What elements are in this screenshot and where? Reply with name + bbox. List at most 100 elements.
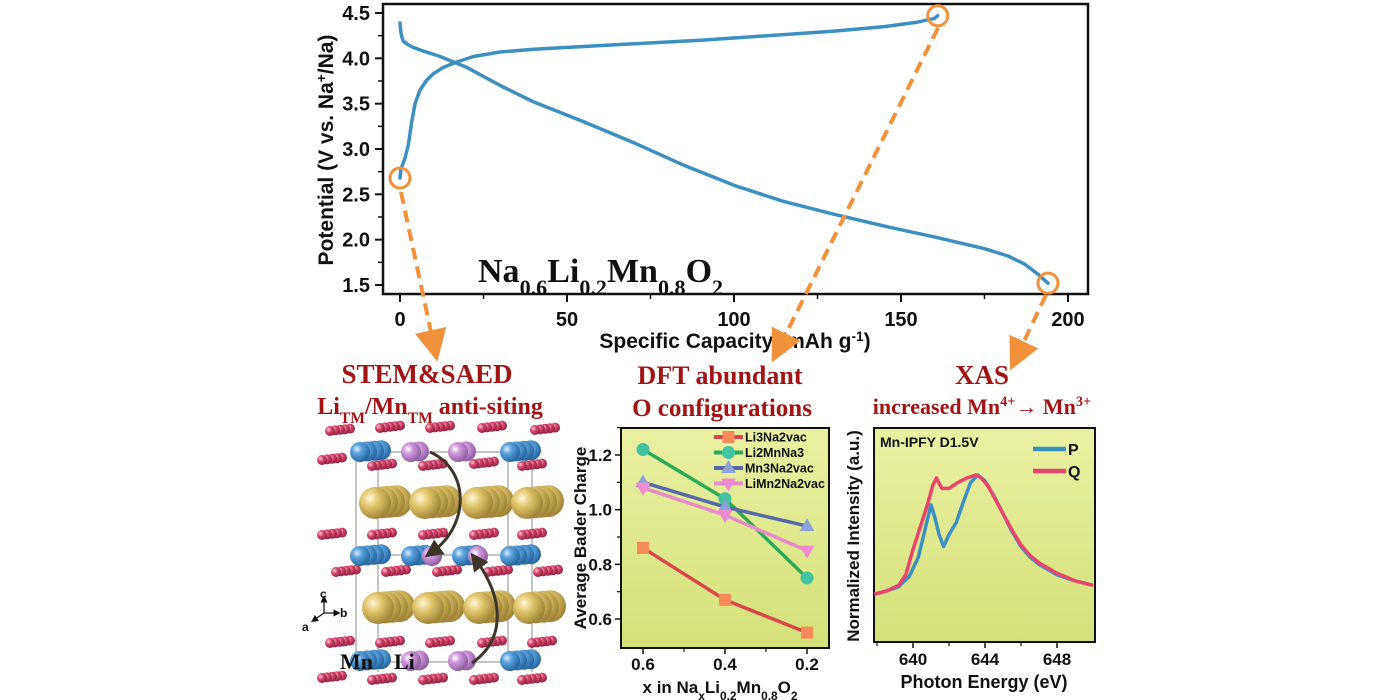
x-tick-label: 0.2 xyxy=(795,655,819,674)
voltage-profile-plot: 1.5 2.0 2.5 3.0 3.5 4.0 4.5 0 50 100 150 200 Na0.6… xyxy=(314,2,1090,354)
oxygen-atom xyxy=(533,567,543,577)
li-atom xyxy=(401,442,421,462)
legend-marker-Li3Na2vac xyxy=(722,431,735,443)
dft-title-line2: O configurations xyxy=(632,395,812,422)
formula-subscript: 0.6 xyxy=(520,275,548,300)
legend-label: P xyxy=(1068,442,1079,459)
text-part: TM xyxy=(340,410,365,427)
text-part: x xyxy=(698,689,705,700)
oxygen-atom xyxy=(418,530,428,540)
migration-arrows xyxy=(424,450,499,665)
text-part: + xyxy=(314,74,329,82)
oxygen-atom xyxy=(331,567,341,577)
data-point-LiMn2Na2vac xyxy=(717,510,733,524)
formula-subscript: 2 xyxy=(712,275,723,300)
x-axis-label: Photon Energy (eV) xyxy=(900,672,1067,692)
axis-a-label: a xyxy=(302,620,309,634)
legend-marker-Mn3Na2vac xyxy=(721,460,736,473)
legend-label: LiMn2Na2vac xyxy=(745,477,825,491)
mn-atom xyxy=(500,651,520,671)
y-tick-label: 1.5 xyxy=(342,275,370,297)
spectrum-Q xyxy=(873,473,1094,596)
y-tick-label: 1.2 xyxy=(588,446,612,465)
xas-title: XAS xyxy=(955,360,1009,390)
legend-label: Li2MnNa3 xyxy=(745,446,804,460)
x-tick-label: 100 xyxy=(717,309,750,331)
mn-atom xyxy=(500,442,520,462)
marker-discharged xyxy=(1036,271,1060,295)
arrow-to-stem xyxy=(399,191,447,362)
y-axis-label: Potential (V vs. Na+/Na) xyxy=(314,35,339,266)
y-tick-label: 3.5 xyxy=(342,94,370,116)
x-tick-label: 0.4 xyxy=(713,655,737,674)
oxygen-atom xyxy=(325,638,335,648)
oxygen-atom xyxy=(317,530,327,540)
atoms xyxy=(317,420,566,685)
li-atom xyxy=(401,651,421,671)
y-tick-label: 2.5 xyxy=(342,184,370,206)
text-part: 0.8 xyxy=(761,689,778,700)
text-part: → Mn xyxy=(1015,394,1076,419)
x-tick-label: 150 xyxy=(884,309,917,331)
text-part: -1 xyxy=(851,329,864,344)
series-discharge xyxy=(398,21,1050,285)
axis-c-label: c xyxy=(320,587,327,601)
mn-atom-label: Mn xyxy=(340,649,373,674)
text-part: increased Mn xyxy=(873,394,1000,419)
oxygen-atom xyxy=(517,675,527,685)
oxygen-atom xyxy=(317,455,327,465)
text-part: /Na) xyxy=(315,35,338,75)
oxygen-atom xyxy=(469,675,479,685)
formula-annotation: Na0.6Li0.2Mn0.8O2 xyxy=(478,253,723,300)
text-part: Mn xyxy=(737,678,762,697)
text-part: Specific Capacity (mAh g xyxy=(599,330,851,353)
formula-element: Na xyxy=(478,253,520,290)
data-point-Li2MnNa3 xyxy=(636,443,650,457)
text-part: ) xyxy=(864,330,871,353)
legend-label: Mn3Na2vac xyxy=(745,462,814,476)
legend: PQ xyxy=(1033,442,1080,481)
data-point-LiMn2Na2vac xyxy=(635,482,651,496)
y-tick-label: 4.0 xyxy=(342,48,370,70)
na-atom xyxy=(359,487,391,519)
mn-atom xyxy=(452,546,472,566)
li-atom xyxy=(422,546,442,566)
text-part: /Mn xyxy=(364,394,408,420)
data-point-Li2MnNa3 xyxy=(718,492,732,506)
data-point-Li3Na2vac xyxy=(719,593,731,606)
data-point-LiMn2Na2vac xyxy=(799,545,815,559)
x-tick-label: 0.6 xyxy=(631,655,655,674)
oxygen-atom xyxy=(367,675,377,685)
oxygen-atom xyxy=(425,638,435,648)
y-tick-label: 0.6 xyxy=(588,610,612,629)
x-axis-label: Specific Capacity (mAh g-1) xyxy=(599,329,870,354)
spectra xyxy=(873,473,1094,596)
data-point-Mn3Na2vac xyxy=(799,518,815,532)
plot-frame xyxy=(873,427,1096,643)
connector-arrows xyxy=(399,27,1048,371)
y-tick-label: 0.8 xyxy=(588,555,612,574)
text-part: Li xyxy=(317,394,340,420)
mn-atom xyxy=(350,546,370,566)
marker-start xyxy=(388,166,412,190)
mn-atom xyxy=(401,546,421,566)
li-atom-label: Li xyxy=(394,649,415,674)
axes: 640 644 648 xyxy=(876,642,1071,669)
x-tick-label: 50 xyxy=(556,309,578,331)
data-point-Mn3Na2vac xyxy=(717,498,733,512)
plot-frame xyxy=(381,2,1090,296)
legend-label: Li3Na2vac xyxy=(745,431,807,445)
na-atom xyxy=(511,487,543,519)
oxygen-atom xyxy=(530,425,540,435)
legend-marker-Li2MnNa3 xyxy=(722,446,735,459)
arrow-to-dft xyxy=(771,27,940,363)
na-atom xyxy=(463,592,495,624)
oxygen-atom xyxy=(477,423,487,433)
oxygen-atom xyxy=(469,530,479,540)
xas-subtitle: increased Mn4+→ Mn3+ xyxy=(873,394,1091,419)
text-part: anti-siting xyxy=(433,394,543,420)
oxygen-atom xyxy=(375,423,385,433)
formula-element: Mn xyxy=(607,253,658,290)
oxygen-atom xyxy=(469,459,479,469)
